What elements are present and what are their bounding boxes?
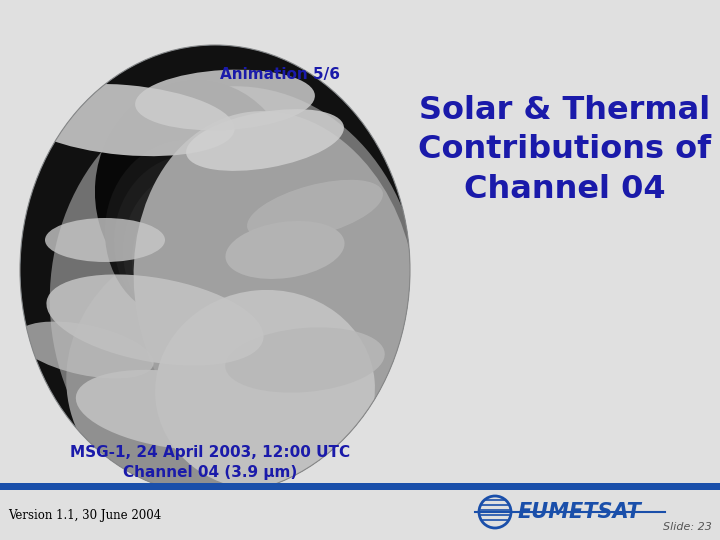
Ellipse shape xyxy=(76,370,274,450)
Ellipse shape xyxy=(15,84,235,156)
Text: Version 1.1, 30 June 2004: Version 1.1, 30 June 2004 xyxy=(8,509,161,522)
Ellipse shape xyxy=(105,140,265,320)
Ellipse shape xyxy=(20,45,410,495)
Ellipse shape xyxy=(45,218,165,262)
Ellipse shape xyxy=(134,111,416,469)
Ellipse shape xyxy=(225,221,345,279)
Ellipse shape xyxy=(159,230,259,350)
Ellipse shape xyxy=(66,228,384,511)
Ellipse shape xyxy=(20,45,410,495)
Ellipse shape xyxy=(50,86,420,514)
Ellipse shape xyxy=(17,321,153,379)
Ellipse shape xyxy=(155,290,375,490)
Ellipse shape xyxy=(95,80,295,300)
Text: Slide: 23: Slide: 23 xyxy=(663,522,712,532)
Text: MSG-1, 24 April 2003, 12:00 UTC: MSG-1, 24 April 2003, 12:00 UTC xyxy=(70,444,350,460)
Ellipse shape xyxy=(247,180,383,240)
Bar xyxy=(0,490,720,540)
Text: EUMETSAT: EUMETSAT xyxy=(518,502,642,522)
Ellipse shape xyxy=(123,170,263,330)
Text: Solar & Thermal
Contributions of
Channel 04: Solar & Thermal Contributions of Channel… xyxy=(418,95,711,205)
Ellipse shape xyxy=(168,245,258,355)
Ellipse shape xyxy=(132,185,262,335)
Ellipse shape xyxy=(186,109,344,171)
Ellipse shape xyxy=(135,70,315,130)
Bar xyxy=(0,483,720,490)
Text: Channel 04 (3.9 μm): Channel 04 (3.9 μm) xyxy=(123,464,297,480)
Ellipse shape xyxy=(114,155,264,325)
Ellipse shape xyxy=(225,327,384,393)
Text: Animation 5/6: Animation 5/6 xyxy=(220,68,340,83)
Ellipse shape xyxy=(150,215,260,345)
Ellipse shape xyxy=(46,274,264,366)
Ellipse shape xyxy=(141,200,261,340)
